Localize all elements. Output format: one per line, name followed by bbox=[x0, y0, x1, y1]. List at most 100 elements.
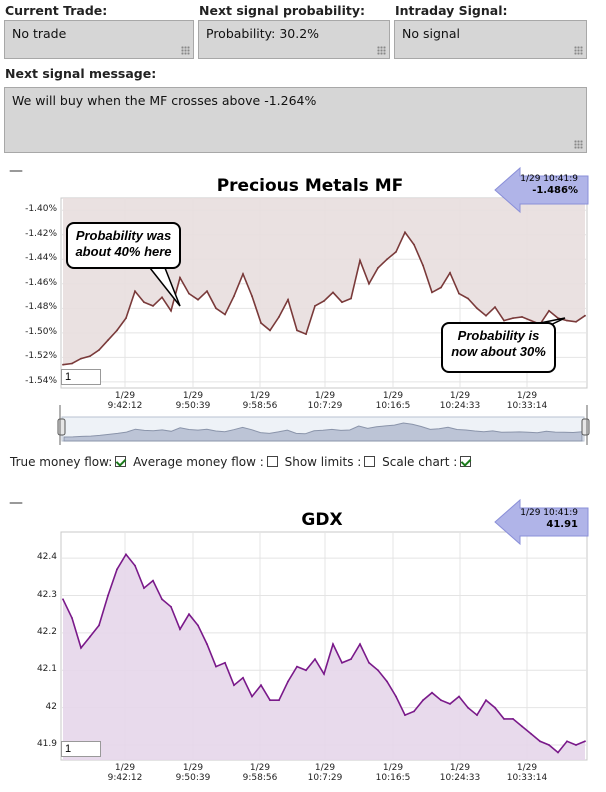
data-point bbox=[332, 291, 334, 294]
data-point bbox=[395, 695, 397, 698]
data-point bbox=[224, 661, 226, 664]
data-point bbox=[368, 661, 370, 664]
data-point bbox=[134, 564, 136, 567]
x-tick-label: 1/29 10:16:5 bbox=[375, 391, 411, 411]
chart1-latest-value: -1.486% bbox=[532, 185, 578, 196]
data-point bbox=[566, 740, 568, 743]
average-money-flow-checkbox[interactable] bbox=[266, 456, 278, 467]
data-point bbox=[215, 307, 217, 310]
data-point bbox=[206, 290, 208, 293]
resize-grip-icon[interactable] bbox=[181, 46, 190, 55]
data-point bbox=[431, 691, 433, 694]
data-point bbox=[386, 258, 388, 261]
data-point bbox=[350, 658, 352, 660]
data-point bbox=[584, 740, 586, 743]
data-point bbox=[530, 319, 532, 322]
next-signal-message-value: We will buy when the MF crosses above -1… bbox=[12, 93, 317, 108]
data-point bbox=[305, 669, 307, 672]
data-point bbox=[440, 699, 442, 702]
data-point bbox=[314, 305, 316, 307]
x-tick-label: 1/29 9:42:12 bbox=[107, 763, 143, 783]
data-point bbox=[161, 598, 163, 601]
data-point bbox=[395, 251, 397, 253]
data-point bbox=[314, 658, 316, 660]
collapse-chart1-button[interactable]: — bbox=[9, 163, 23, 179]
data-point bbox=[332, 643, 334, 645]
resize-grip-icon[interactable] bbox=[574, 140, 583, 149]
data-point bbox=[71, 617, 73, 619]
data-point bbox=[440, 286, 442, 289]
data-point bbox=[134, 290, 136, 293]
data-point bbox=[260, 322, 262, 324]
scale-chart-checkbox[interactable] bbox=[460, 456, 472, 467]
y-tick-label: -1.42% bbox=[25, 228, 57, 239]
data-point bbox=[116, 568, 118, 571]
data-point bbox=[89, 355, 91, 357]
data-point bbox=[350, 297, 352, 300]
data-point bbox=[287, 298, 289, 301]
data-point bbox=[566, 319, 568, 322]
data-point bbox=[368, 282, 370, 285]
data-point bbox=[161, 296, 163, 299]
next-probability-field[interactable]: Probability: 30.2% bbox=[198, 20, 390, 59]
data-point bbox=[404, 714, 406, 716]
x-tick-label: 1/29 9:50:39 bbox=[175, 763, 211, 783]
resize-grip-icon[interactable] bbox=[574, 46, 583, 55]
y-tick-label: -1.54% bbox=[25, 375, 57, 386]
x-tick-label: 1/29 10:33:14 bbox=[506, 763, 548, 783]
intraday-signal-field[interactable]: No signal bbox=[394, 20, 587, 59]
y-tick-label: 42.4 bbox=[36, 552, 57, 563]
data-point bbox=[323, 300, 325, 302]
data-point bbox=[359, 259, 361, 262]
range-navigator[interactable] bbox=[0, 405, 606, 445]
data-point bbox=[359, 643, 361, 645]
show-limits-checkbox[interactable] bbox=[364, 456, 376, 467]
data-point bbox=[215, 665, 217, 668]
data-point bbox=[170, 605, 172, 608]
y-tick-label: -1.48% bbox=[25, 302, 57, 313]
next-signal-message-field[interactable]: We will buy when the MF crosses above -1… bbox=[4, 87, 587, 153]
average-money-flow-label: Average money flow : bbox=[133, 455, 264, 469]
data-point bbox=[521, 725, 523, 728]
chart1-zoom-input[interactable] bbox=[61, 369, 101, 385]
true-money-flow-label: True money flow: bbox=[10, 455, 113, 469]
data-point bbox=[530, 732, 532, 735]
collapse-chart2-button[interactable]: — bbox=[9, 495, 23, 511]
data-point bbox=[422, 264, 424, 267]
x-tick-label: 1/29 9:58:56 bbox=[242, 391, 278, 411]
chart2-zoom-input[interactable] bbox=[61, 741, 101, 757]
data-point bbox=[152, 305, 154, 307]
data-point bbox=[269, 329, 271, 332]
data-point bbox=[377, 267, 379, 269]
data-point bbox=[233, 684, 235, 687]
data-point bbox=[458, 695, 460, 698]
current-trade-field[interactable]: No trade bbox=[4, 20, 194, 59]
data-point bbox=[386, 680, 388, 683]
data-point bbox=[89, 635, 91, 638]
data-point bbox=[404, 231, 406, 234]
y-tick-label: 42.3 bbox=[36, 589, 57, 600]
data-point bbox=[503, 718, 505, 720]
true-money-flow-checkbox[interactable] bbox=[115, 456, 127, 467]
data-point bbox=[503, 319, 505, 322]
y-tick-label: -1.52% bbox=[25, 351, 57, 362]
resize-grip-icon[interactable] bbox=[377, 46, 386, 55]
data-point bbox=[584, 314, 586, 317]
data-point bbox=[107, 594, 109, 597]
data-point bbox=[557, 751, 559, 754]
y-tick-label: 42.1 bbox=[36, 664, 57, 675]
intraday-signal-value: No signal bbox=[402, 26, 460, 41]
current-trade-value: No trade bbox=[12, 26, 67, 41]
data-point bbox=[575, 744, 577, 746]
latest-value-arrow-icon bbox=[494, 498, 589, 546]
data-point bbox=[260, 684, 262, 687]
x-tick-label: 1/29 9:58:56 bbox=[242, 763, 278, 783]
data-point bbox=[170, 309, 172, 312]
data-point bbox=[251, 295, 253, 297]
data-point bbox=[341, 661, 343, 664]
data-point bbox=[494, 306, 496, 308]
chart2-latest-time: 1/29 10:41:9 bbox=[520, 508, 578, 518]
y-tick-label: -1.50% bbox=[25, 326, 57, 337]
data-point bbox=[206, 643, 208, 645]
data-point bbox=[233, 295, 235, 297]
